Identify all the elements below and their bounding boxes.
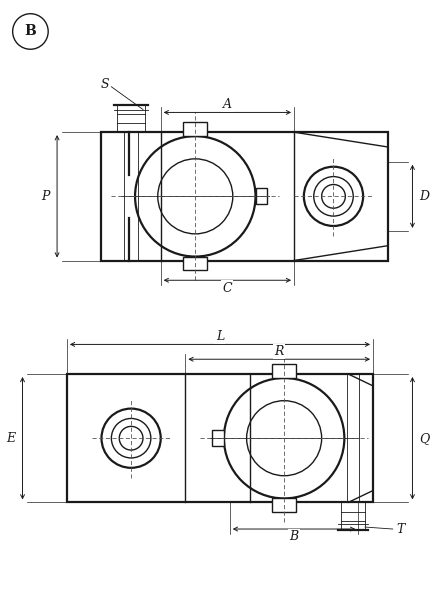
Bar [184, 257, 207, 271]
Text: C: C [223, 281, 232, 295]
Bar [256, 188, 267, 204]
Text: B: B [25, 25, 36, 38]
Text: A: A [223, 98, 232, 111]
Bar [212, 430, 224, 446]
Text: R: R [275, 345, 284, 358]
Text: Q: Q [419, 432, 429, 445]
Text: B: B [289, 530, 299, 544]
Text: T: T [396, 523, 405, 536]
Text: S: S [101, 78, 110, 91]
Bar [102, 132, 388, 260]
Text: L: L [216, 330, 224, 343]
Text: D: D [419, 190, 429, 203]
Bar [184, 122, 207, 136]
Bar [272, 499, 296, 512]
Text: E: E [6, 432, 15, 445]
Bar [67, 374, 373, 502]
Text: P: P [41, 190, 49, 203]
Bar [272, 364, 296, 378]
